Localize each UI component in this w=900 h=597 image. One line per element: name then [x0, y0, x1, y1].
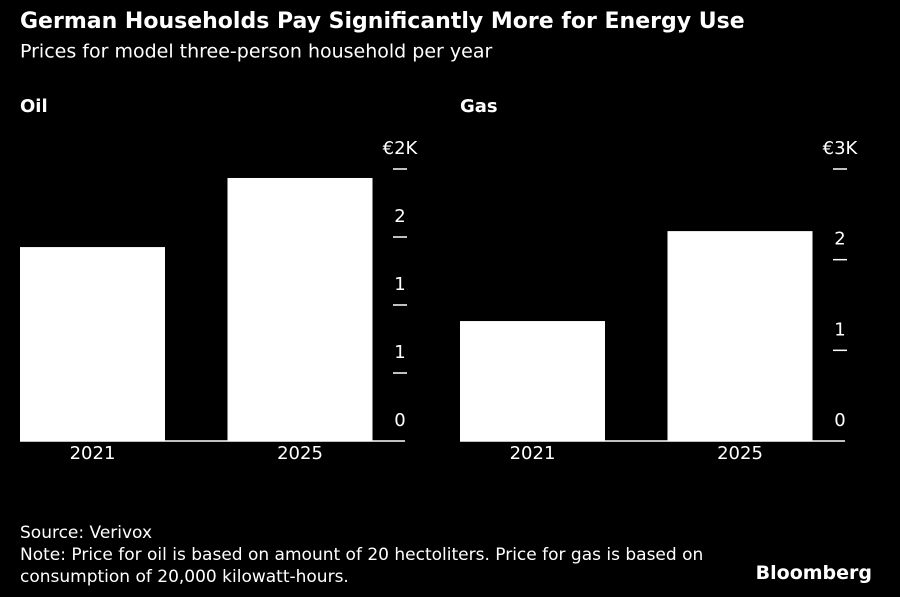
bar: [227, 177, 373, 441]
y-tick-label: €3K: [823, 138, 859, 159]
title: German Households Pay Significantly More…: [20, 9, 745, 34]
logo: Bloomberg: [755, 562, 872, 584]
bar: [667, 231, 813, 441]
y-tick-label: 1: [394, 342, 405, 363]
panel-title: Gas: [460, 96, 498, 117]
bar: [460, 321, 605, 441]
x-tick-label: 2025: [717, 443, 763, 464]
x-tick-label: 2021: [510, 443, 556, 464]
subtitle: Prices for model three-person household …: [20, 41, 492, 63]
y-tick-label: 2: [394, 206, 405, 227]
y-tick-label: €2K: [383, 138, 419, 159]
y-tick-label: 0: [394, 410, 405, 431]
x-tick-label: 2025: [277, 443, 323, 464]
panel-title: Oil: [20, 96, 48, 117]
y-tick-label: 0: [834, 410, 845, 431]
x-tick-label: 2021: [70, 443, 116, 464]
bar: [20, 247, 165, 441]
source: Source: Verivox: [20, 523, 152, 543]
y-tick-label: 2: [834, 229, 845, 250]
y-tick-label: 1: [394, 274, 405, 295]
y-tick-label: 1: [834, 319, 845, 340]
note: Note: Price for oil is based on amount o…: [20, 545, 704, 587]
